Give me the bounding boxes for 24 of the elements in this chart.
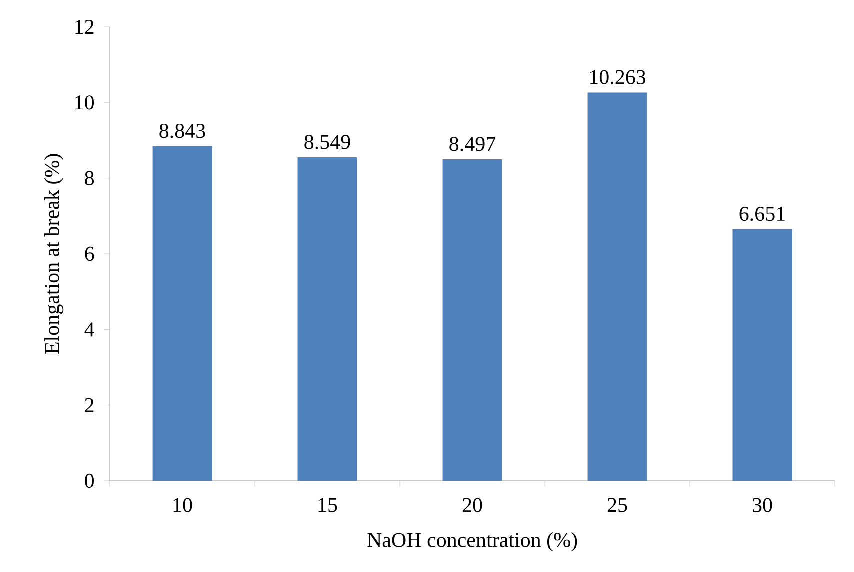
y-axis-title: Elongation at break (%)	[44, 154, 64, 354]
data-label: 8.497	[450, 137, 496, 152]
bar	[442, 160, 502, 481]
bar	[298, 158, 358, 481]
y-tick-label: 8	[85, 171, 94, 186]
bar	[588, 92, 648, 481]
x-axis-title: NaOH concentration (%)	[368, 532, 578, 552]
y-tick-label: 0	[85, 474, 94, 488]
y-tick-label: 12	[76, 20, 94, 34]
data-label: 10.263	[590, 70, 646, 85]
data-label: 8.843	[160, 124, 206, 138]
data-label: 6.651	[740, 206, 785, 222]
bar	[732, 229, 792, 481]
y-tick-label: 2	[85, 398, 94, 412]
bar	[152, 146, 212, 481]
x-tick-label: 15	[318, 498, 338, 512]
y-tick-label: 4	[84, 322, 94, 337]
y-tick-label: 6	[85, 246, 94, 262]
y-tick-label: 10	[76, 96, 94, 110]
x-tick-label: 25	[608, 498, 628, 512]
x-tick-label: 20	[462, 498, 482, 512]
data-label: 8.549	[304, 135, 350, 150]
x-tick-label: 30	[753, 498, 772, 512]
x-tick-label: 10	[174, 498, 192, 512]
